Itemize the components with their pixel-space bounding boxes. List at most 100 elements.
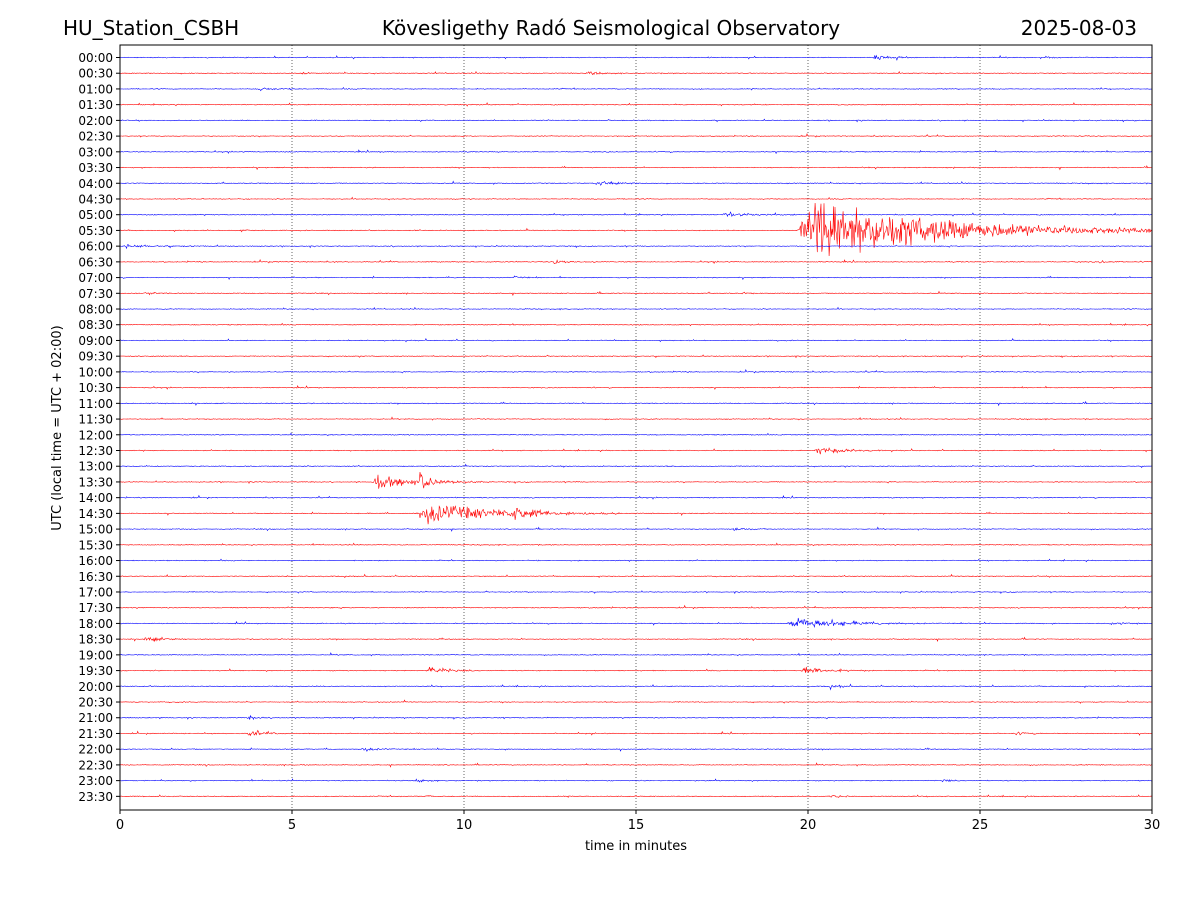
trace-1000 [120, 368, 1153, 374]
x-axis-label: time in minutes [585, 839, 687, 854]
y-tick-label: 22:00 [78, 743, 113, 757]
trace-0330 [120, 165, 1152, 171]
y-tick-label: 16:30 [78, 570, 113, 584]
trace-1130 [119, 416, 1153, 421]
trace-0300 [119, 149, 1153, 155]
y-tick-label: 03:00 [78, 145, 113, 159]
trace-1800 [119, 617, 1153, 629]
y-tick-label: 22:30 [78, 758, 113, 772]
trace-0000 [120, 54, 1153, 61]
trace-1630 [119, 573, 1153, 579]
y-tick-label: 21:30 [78, 727, 113, 741]
y-tick-label: 08:30 [78, 318, 113, 332]
y-tick-label: 15:00 [78, 523, 113, 537]
trace-2330 [120, 794, 1153, 799]
trace-2200 [119, 747, 1153, 752]
y-tick-label: 16:00 [78, 554, 113, 568]
y-tick-label: 12:00 [78, 428, 113, 442]
y-tick-label: 11:30 [78, 413, 113, 427]
y-tick-label: 04:00 [78, 177, 113, 191]
y-tick-label: 18:30 [78, 633, 113, 647]
y-tick-label: 17:30 [78, 601, 113, 615]
y-tick-label: 05:30 [78, 224, 113, 238]
trace-2000 [119, 683, 1153, 691]
trace-0530 [119, 202, 1153, 257]
y-tick-label: 11:00 [78, 397, 113, 411]
trace-1300 [119, 463, 1153, 469]
chart-title: Kövesligethy Radó Seismological Observat… [381, 16, 841, 40]
y-tick-label: 09:30 [78, 350, 113, 364]
y-tick-label: 09:00 [78, 334, 113, 348]
y-tick-label: 20:30 [78, 696, 113, 710]
trace-0830 [119, 322, 1153, 327]
x-tick-label: 0 [116, 818, 124, 833]
trace-1200 [119, 432, 1153, 437]
y-tick-label: 02:30 [78, 130, 113, 144]
y-tick-label: 13:30 [78, 475, 113, 489]
traces [119, 54, 1153, 799]
x-tick-label: 25 [972, 818, 989, 833]
trace-1230 [119, 447, 1153, 455]
y-tick-label: 06:00 [78, 240, 113, 254]
y-tick-label: 07:00 [78, 271, 113, 285]
x-tick-label: 20 [800, 818, 817, 833]
y-tick-label: 04:30 [78, 192, 113, 206]
y-tick-label: 10:00 [78, 365, 113, 379]
trace-2130 [119, 729, 1153, 737]
trace-0700 [119, 275, 1153, 281]
y-tick-label: 07:30 [78, 287, 113, 301]
x-tick-label: 15 [628, 818, 645, 833]
y-tick-label: 02:00 [78, 114, 113, 128]
trace-1530 [119, 542, 1153, 547]
trace-0130 [119, 102, 1153, 107]
trace-1400 [119, 494, 1153, 500]
station-label: HU_Station_CSBH [63, 16, 240, 40]
y-tick-label: 18:00 [78, 617, 113, 631]
y-tick-label: 17:00 [78, 585, 113, 599]
y-tick-label: 10:30 [78, 381, 113, 395]
trace-1700 [119, 590, 1152, 594]
x-tick-label: 10 [456, 818, 473, 833]
y-tick-label: 20:00 [78, 680, 113, 694]
x-tick-label: 30 [1144, 818, 1161, 833]
trace-0200 [119, 118, 1153, 123]
trace-0500 [119, 211, 1153, 218]
trace-2030 [119, 699, 1153, 704]
trace-1930 [119, 666, 1153, 674]
trace-0100 [119, 87, 1153, 92]
trace-0630 [119, 258, 1152, 265]
y-tick-label: 12:30 [78, 444, 113, 458]
trace-1100 [119, 400, 1153, 407]
y-tick-label: 19:30 [78, 664, 113, 678]
trace-1330 [119, 471, 1153, 489]
date-label: 2025-08-03 [1020, 16, 1137, 40]
trace-2100 [119, 714, 1153, 721]
y-tick-label: 05:00 [78, 208, 113, 222]
y-tick-label: 23:30 [78, 790, 113, 804]
trace-0930 [120, 354, 1153, 359]
trace-0600 [119, 243, 1152, 250]
trace-1030 [120, 385, 1153, 390]
y-tick-label: 06:30 [78, 255, 113, 269]
trace-1430 [119, 505, 1153, 525]
trace-0030 [120, 70, 1153, 76]
y-axis-label: UTC (local time = UTC + 02:00) [50, 325, 65, 530]
trace-2230 [119, 762, 1153, 768]
trace-0900 [119, 337, 1153, 343]
x-tick-label: 5 [288, 818, 296, 833]
trace-0800 [119, 306, 1153, 311]
y-tick-label: 23:00 [78, 774, 113, 788]
y-tick-label: 14:30 [78, 507, 113, 521]
y-tick-label: 01:30 [78, 98, 113, 112]
grid-lines [291, 45, 981, 810]
y-tick-label: 21:00 [78, 711, 113, 725]
trace-0400 [119, 180, 1153, 186]
trace-2300 [119, 778, 1153, 783]
trace-0230 [119, 133, 1153, 138]
y-tick-label: 00:00 [78, 51, 113, 65]
y-tick-label: 03:30 [78, 161, 113, 175]
trace-1900 [119, 652, 1152, 657]
trace-1830 [119, 636, 1153, 643]
